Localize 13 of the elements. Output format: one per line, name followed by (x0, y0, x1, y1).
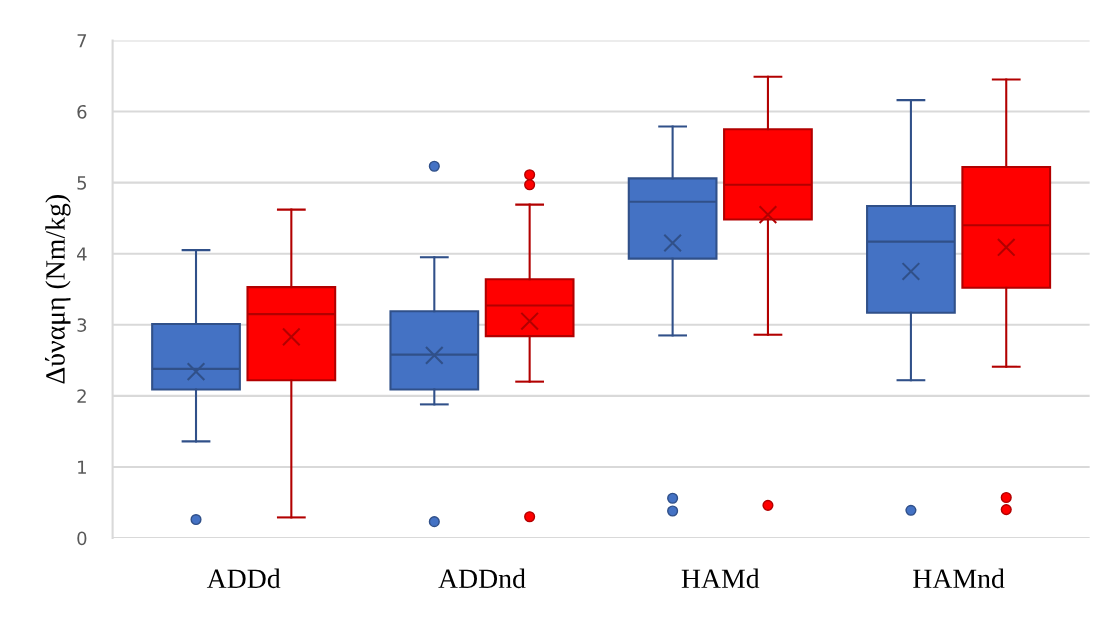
x-tick-label: HAMd (681, 568, 760, 589)
y-axis-title: Δύναμη (Nm/kg) (44, 195, 71, 384)
y-tick-label: 4 (77, 247, 87, 261)
y-tick-label: 7 (77, 34, 87, 48)
x-tick-label: ADDd (206, 568, 281, 589)
y-tick-label: 6 (77, 104, 87, 119)
y-tick-label: 1 (78, 460, 86, 474)
y-tick-label: 2 (77, 389, 86, 403)
y-tick-label: 0 (77, 531, 87, 546)
y-tick-label: 5 (77, 176, 87, 190)
y-tick-label: 3 (77, 318, 87, 332)
x-tick-label: ADDnd (438, 568, 526, 589)
x-tick-label: HAMnd (913, 568, 1005, 589)
